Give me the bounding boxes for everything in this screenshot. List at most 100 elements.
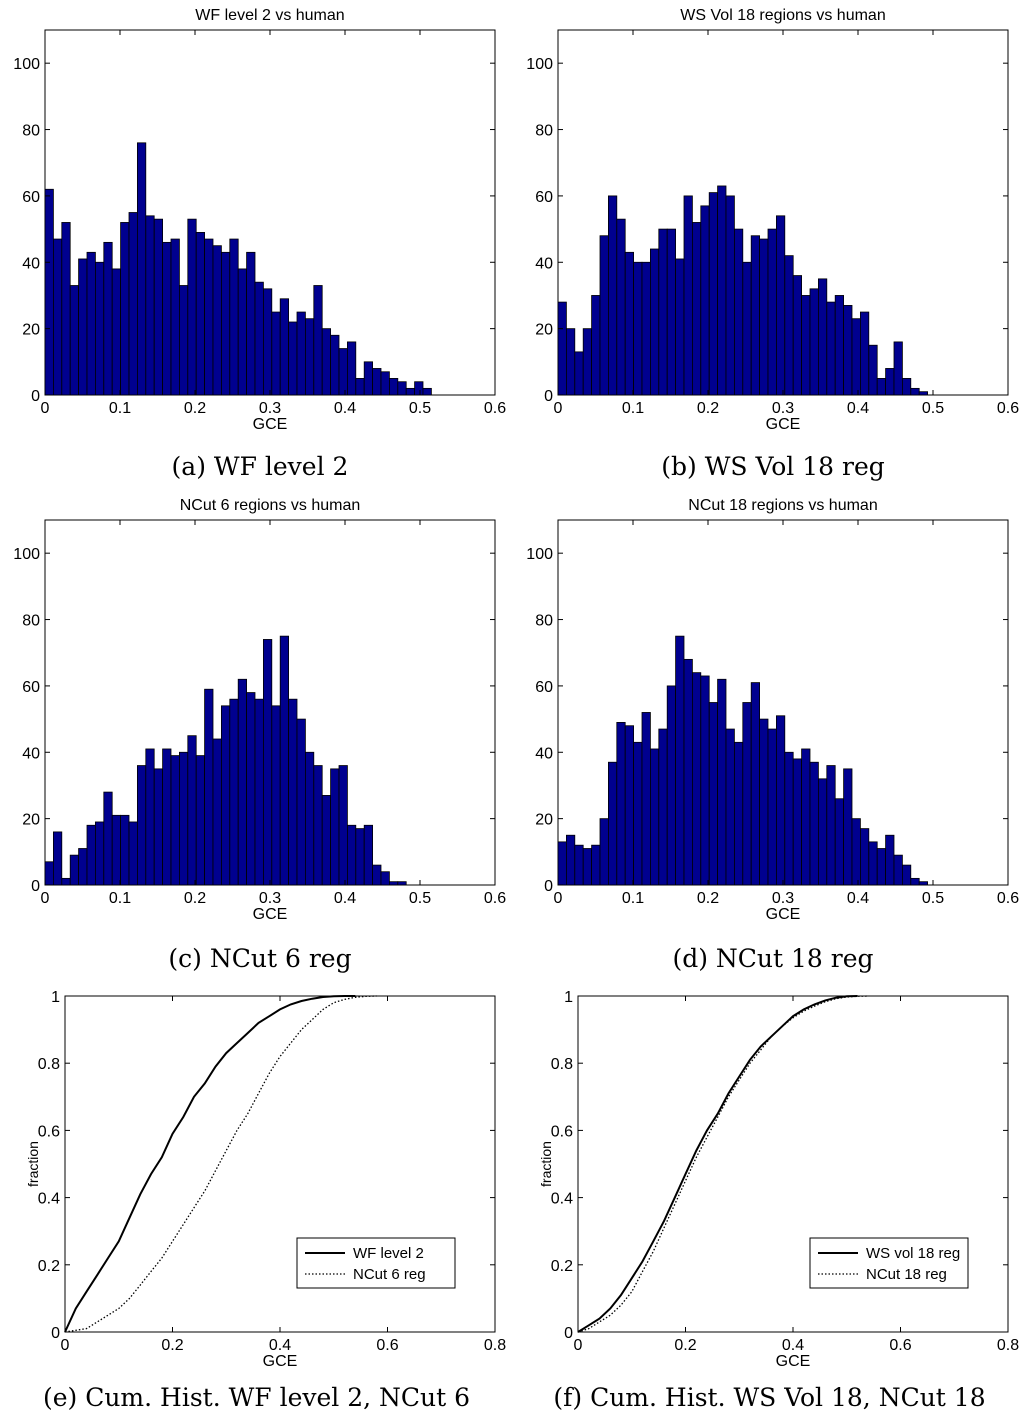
- histogram-bar: [78, 848, 88, 886]
- x-tick-label: 0.3: [259, 890, 281, 907]
- histogram-bar: [633, 741, 643, 886]
- histogram-bar: [868, 841, 878, 886]
- x-axis-label: GCE: [766, 416, 801, 433]
- y-tick-label: 0: [31, 878, 40, 895]
- histogram-bar: [826, 765, 836, 886]
- histogram-bar: [271, 705, 281, 886]
- histogram-bar: [851, 818, 861, 886]
- histogram-bar: [616, 218, 626, 396]
- caption-f: (f) Cum. Hist. WS Vol 18, NCut 18: [553, 1383, 986, 1412]
- histogram-bar: [120, 222, 130, 396]
- x-tick-label: 0.4: [782, 1337, 804, 1354]
- x-tick-label: 0.6: [997, 400, 1019, 417]
- histogram-bar: [237, 678, 247, 886]
- y-tick-label: 100: [526, 56, 553, 73]
- histogram-bar: [153, 218, 163, 396]
- y-tick-label: 0.4: [551, 1191, 573, 1208]
- y-tick-label: 0: [544, 388, 553, 405]
- x-tick-label: 0.5: [409, 890, 431, 907]
- histogram-bar: [355, 828, 365, 886]
- histogram-bar: [414, 381, 424, 396]
- legend-label: NCut 18 reg: [866, 1266, 947, 1283]
- histogram-bar: [557, 841, 567, 886]
- histogram-panel-d: NCut 18 regions vs human 0 0.1 0.2 0.3 0.4 0.5…: [513, 490, 1026, 960]
- histogram-bar: [388, 378, 399, 396]
- x-tick-label: 0.6: [889, 1337, 911, 1354]
- histogram-bar: [254, 281, 264, 396]
- histogram-bar: [885, 834, 895, 886]
- histogram-wf-level-2: WF level 2 vs human 0 0.1 0.2 0.3 0.4 0.5 0.6 0 2…: [13, 7, 506, 433]
- histogram-bar: [262, 288, 273, 396]
- histogram-bar: [78, 258, 88, 396]
- histogram-bar: [616, 722, 626, 886]
- histogram-bar: [876, 378, 887, 396]
- cumulative-panel-e: WF level 2 NCut 6 reg 0 0.2 0.4 0.6 0.8 0 0.2 0.4…: [0, 980, 513, 1370]
- y-axis-label: fraction: [25, 1141, 41, 1187]
- histogram-bar: [95, 821, 105, 886]
- histogram-bar: [53, 831, 63, 886]
- y-tick-label: 60: [535, 679, 553, 696]
- series-line-2: [577, 995, 869, 1333]
- histogram-bar: [178, 751, 189, 886]
- histogram-bar: [296, 718, 306, 886]
- histogram-bar: [422, 387, 432, 396]
- histogram-bar: [212, 245, 222, 396]
- x-tick-label: 0.8: [997, 1337, 1019, 1354]
- histogram-bar: [876, 848, 887, 886]
- x-tick-label: 0.2: [161, 1337, 183, 1354]
- histogram-bar: [204, 688, 214, 886]
- series-line-2: [64, 995, 377, 1333]
- y-tick-label: 0.2: [38, 1258, 60, 1275]
- histogram-bar: [372, 368, 382, 396]
- y-tick-label: 40: [535, 745, 553, 762]
- histogram-bar: [733, 741, 744, 886]
- x-tick-label: 0.4: [334, 400, 356, 417]
- histogram-bar: [582, 328, 592, 396]
- histogram-bar: [691, 672, 702, 886]
- histogram-bar: [170, 238, 180, 396]
- y-tick-label: 0.6: [551, 1123, 573, 1140]
- x-tick-label: 0.4: [269, 1337, 291, 1354]
- histogram-bar: [717, 185, 727, 396]
- legend-box: [296, 1237, 456, 1289]
- y-tick-label: 0: [564, 1325, 573, 1342]
- histogram-bar: [330, 334, 340, 396]
- x-axis-label: GCE: [766, 906, 801, 923]
- histogram-bar: [717, 678, 727, 886]
- x-axis-label: GCE: [253, 416, 288, 433]
- x-tick-label: 0.6: [484, 400, 506, 417]
- histogram-bar: [834, 295, 845, 396]
- y-tick-label: 0: [51, 1325, 60, 1342]
- histogram-bar: [566, 328, 576, 396]
- y-tick-label: 60: [535, 189, 553, 206]
- histogram-bar: [363, 361, 374, 396]
- histogram-bar: [851, 318, 861, 396]
- x-tick-label: 0.3: [772, 400, 794, 417]
- histogram-bar: [162, 241, 172, 396]
- histogram-bar: [128, 212, 138, 396]
- series-line-1: [577, 995, 858, 1333]
- y-tick-label: 60: [22, 189, 40, 206]
- histogram-bar: [901, 864, 912, 886]
- histogram-bar: [304, 318, 315, 396]
- histogram-bar: [220, 251, 231, 396]
- x-tick-label: 0.5: [922, 890, 944, 907]
- histogram-bar: [170, 755, 180, 886]
- histogram-bar: [204, 238, 214, 396]
- histogram-bar: [346, 824, 357, 886]
- histogram-bar: [767, 728, 777, 886]
- y-tick-label: 0.2: [551, 1258, 573, 1275]
- x-tick-label: 0.4: [847, 890, 869, 907]
- histogram-bar: [624, 251, 634, 396]
- x-tick-label: 0: [574, 1337, 583, 1354]
- histogram-bar: [44, 861, 54, 886]
- y-tick-label: 0.8: [551, 1056, 573, 1073]
- y-tick-label: 20: [535, 812, 553, 829]
- histogram-bar: [784, 255, 794, 396]
- histogram-bar: [574, 844, 584, 886]
- caption-a: (a) WF level 2: [171, 452, 349, 481]
- histogram-bar: [330, 768, 340, 886]
- histogram-bar: [397, 881, 407, 886]
- caption-e: (e) Cum. Hist. WF level 2, NCut 6: [42, 1383, 471, 1412]
- histogram-bar: [591, 295, 601, 396]
